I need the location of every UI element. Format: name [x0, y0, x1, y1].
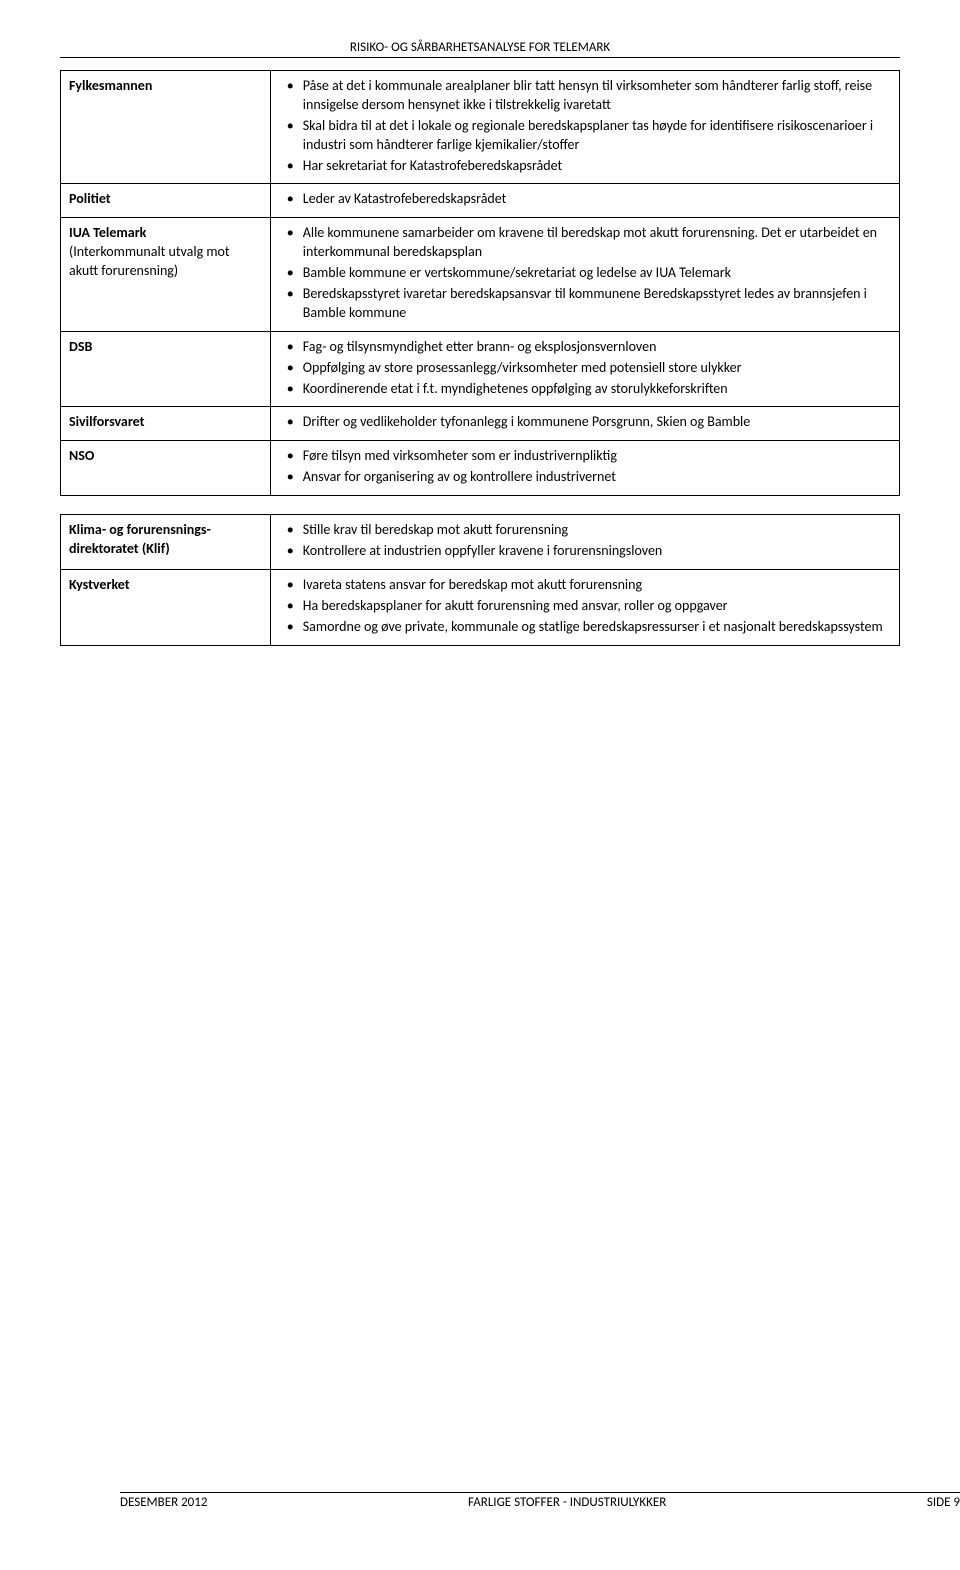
table-row: Kystverket Ivareta statens ansvar for be… — [61, 569, 900, 645]
row-content: Ivareta statens ansvar for beredskap mot… — [270, 569, 899, 645]
bullet-item: Drifter og vedlikeholder tyfonanlegg i k… — [279, 413, 891, 432]
table-row: DSB Fag- og tilsynsmyndighet etter brann… — [61, 331, 900, 407]
row-label: Fylkesmannen — [61, 71, 271, 184]
bullet-item: Ivareta statens ansvar for beredskap mot… — [279, 576, 891, 595]
bullet-item: Bamble kommune er vertskommune/sekretari… — [279, 264, 891, 283]
table-1: Fylkesmannen Påse at det i kommunale are… — [60, 70, 900, 496]
bullet-item: Stille krav til beredskap mot akutt foru… — [279, 521, 891, 540]
table-row: Sivilforsvaret Drifter og vedlikeholder … — [61, 407, 900, 441]
table-2: Klima- og forurensnings-direktoratet (Kl… — [60, 514, 900, 645]
row-content: Stille krav til beredskap mot akutt foru… — [270, 515, 899, 570]
row-content: Alle kommunene samarbeider om kravene ti… — [270, 218, 899, 331]
footer-center: FARLIGE STOFFER - INDUSTRIULYKKER — [468, 1495, 666, 1510]
row-content: Påse at det i kommunale arealplaner blir… — [270, 71, 899, 184]
row-label-sub: (Interkommunalt utvalg mot akutt foruren… — [69, 243, 230, 279]
bullet-item: Kontrollere at industrien oppfyller krav… — [279, 542, 891, 561]
bullet-item: Ha beredskapsplaner for akutt forurensni… — [279, 597, 891, 616]
row-content: Fag- og tilsynsmyndighet etter brann- og… — [270, 331, 899, 407]
bullet-item: Samordne og øve private, kommunale og st… — [279, 618, 891, 637]
bullet-item: Oppfølging av store prosessanlegg/virkso… — [279, 359, 891, 378]
bullet-item: Har sekretariat for Katastrofeberedskaps… — [279, 157, 891, 176]
table-row: NSO Føre tilsyn med virksomheter som er … — [61, 441, 900, 496]
bullet-item: Beredskapsstyret ivaretar beredskapsansv… — [279, 285, 891, 323]
row-label: Politiet — [61, 184, 271, 218]
bullet-item: Påse at det i kommunale arealplaner blir… — [279, 77, 891, 115]
bullet-item: Ansvar for organisering av og kontroller… — [279, 468, 891, 487]
footer-left: DESEMBER 2012 — [120, 1495, 207, 1510]
bullet-item: Koordinerende etat i f.t. myndighetenes … — [279, 380, 891, 399]
row-label: Klima- og forurensnings-direktoratet (Kl… — [61, 515, 271, 570]
bullet-item: Skal bidra til at det i lokale og region… — [279, 117, 891, 155]
bullet-item: Føre tilsyn med virksomheter som er indu… — [279, 447, 891, 466]
table-row: IUA Telemark (Interkommunalt utvalg mot … — [61, 218, 900, 331]
row-label-main: IUA Telemark — [69, 224, 146, 241]
row-label: Kystverket — [61, 569, 271, 645]
row-label: IUA Telemark (Interkommunalt utvalg mot … — [61, 218, 271, 331]
row-content: Drifter og vedlikeholder tyfonanlegg i k… — [270, 407, 899, 441]
row-label: DSB — [61, 331, 271, 407]
page-footer: DESEMBER 2012 FARLIGE STOFFER - INDUSTRI… — [120, 1492, 960, 1510]
row-label: NSO — [61, 441, 271, 496]
table-row: Klima- og forurensnings-direktoratet (Kl… — [61, 515, 900, 570]
row-label: Sivilforsvaret — [61, 407, 271, 441]
row-content: Føre tilsyn med virksomheter som er indu… — [270, 441, 899, 496]
bullet-item: Alle kommunene samarbeider om kravene ti… — [279, 224, 891, 262]
page-header: RISIKO- OG SÅRBARHETSANALYSE FOR TELEMAR… — [60, 40, 900, 58]
row-content: Leder av Katastrofeberedskapsrådet — [270, 184, 899, 218]
footer-right: SIDE 9 — [927, 1495, 960, 1510]
bullet-item: Leder av Katastrofeberedskapsrådet — [279, 190, 891, 209]
table-row: Fylkesmannen Påse at det i kommunale are… — [61, 71, 900, 184]
bullet-item: Fag- og tilsynsmyndighet etter brann- og… — [279, 338, 891, 357]
table-row: Politiet Leder av Katastrofeberedskapsrå… — [61, 184, 900, 218]
